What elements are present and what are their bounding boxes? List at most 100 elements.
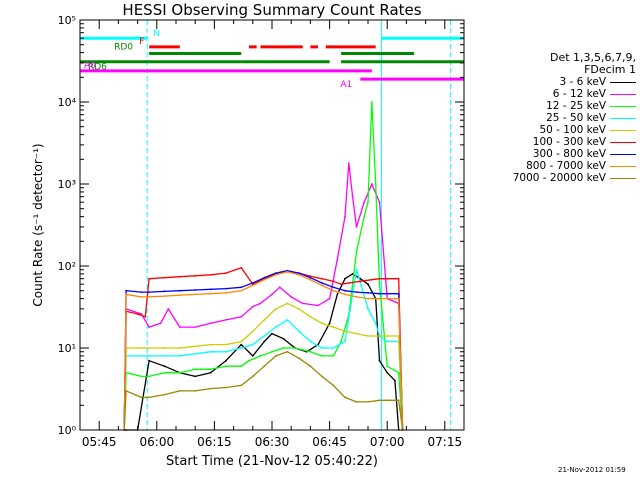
data-point (163, 365, 166, 368)
series-line (123, 269, 404, 431)
data-point (140, 355, 143, 357)
data-point (178, 347, 181, 349)
data-point (274, 308, 277, 310)
data-point (163, 355, 166, 357)
data-point (378, 335, 381, 337)
data-point (309, 315, 312, 318)
data-point (271, 293, 273, 296)
data-point (355, 268, 358, 271)
data-point (367, 283, 369, 286)
data-point (359, 280, 362, 283)
data-point (259, 302, 262, 305)
x-tick-label: 05:45 (82, 435, 117, 449)
data-point (240, 286, 243, 289)
data-point (240, 365, 243, 368)
data-point (298, 308, 300, 310)
data-point (163, 295, 166, 297)
data-point (225, 359, 227, 362)
data-point (378, 359, 381, 362)
data-point (274, 273, 277, 276)
data-point (240, 343, 243, 346)
series-line (123, 162, 404, 431)
data-point (386, 399, 389, 402)
data-point (332, 355, 335, 357)
data-point (263, 335, 266, 337)
legend-label: 7000 - 20000 keV (512, 172, 606, 184)
series-line (123, 351, 404, 431)
data-point (321, 277, 323, 280)
data-point (225, 292, 227, 294)
data-point (263, 365, 266, 368)
series-group (123, 350, 404, 431)
data-point (298, 330, 300, 333)
data-point (370, 278, 373, 281)
data-point (397, 292, 400, 295)
data-point (355, 250, 358, 253)
data-point (370, 101, 373, 103)
legend-item: 800 - 7000 keV (468, 160, 636, 172)
data-point (363, 215, 366, 218)
data-point (240, 266, 243, 269)
x-tick-label: 07:15 (428, 435, 463, 449)
series-group (123, 270, 404, 431)
legend-swatch (610, 117, 636, 119)
data-point (194, 368, 197, 371)
data-point (148, 277, 151, 280)
y-tick-label: 10⁴ (58, 96, 77, 109)
data-point (386, 277, 389, 280)
data-point (148, 355, 151, 357)
data-point (355, 296, 358, 298)
data-point (378, 283, 381, 286)
data-point (332, 384, 335, 387)
data-point (163, 347, 166, 349)
legend-label: 50 - 100 keV (539, 124, 606, 136)
data-point (251, 375, 254, 378)
series-group (123, 101, 404, 431)
data-point (263, 276, 266, 279)
legend-swatch (610, 153, 636, 155)
data-point (225, 365, 227, 368)
legend-label: 25 - 50 keV (546, 112, 606, 124)
data-point (386, 340, 389, 343)
data-point (309, 340, 312, 343)
flag-bar: RD0 (114, 43, 415, 56)
data-point (374, 322, 377, 325)
legend: Det 1,3,5,6,7,9, FDecim 1 3 - 6 keV 6 - … (468, 52, 636, 184)
legend-swatch (610, 105, 636, 107)
data-point (178, 390, 181, 392)
data-point (251, 284, 254, 287)
flag-label: RD0 (114, 43, 133, 53)
data-point (301, 302, 304, 305)
data-point (167, 308, 170, 310)
data-point (386, 371, 389, 374)
data-point (225, 272, 227, 274)
legend-swatch (610, 93, 636, 95)
data-point (178, 371, 181, 374)
data-point (332, 286, 335, 289)
legend-swatch (610, 141, 636, 143)
data-point (332, 280, 335, 283)
data-point (125, 293, 127, 296)
data-point (148, 375, 151, 378)
data-point (370, 183, 373, 185)
data-point (321, 375, 323, 378)
data-point (194, 293, 197, 296)
timestamp: 21-Nov-2012 01:59 (558, 466, 626, 474)
data-point (298, 272, 300, 274)
data-point (140, 291, 143, 293)
data-point (148, 296, 151, 298)
legend-label: 6 - 12 keV (552, 88, 606, 100)
flag-bar: N (80, 29, 464, 40)
data-point (140, 313, 143, 315)
data-point (355, 332, 358, 335)
y-tick-label: 10³ (58, 178, 76, 191)
data-point (194, 375, 197, 378)
x-tick-label: 07:00 (370, 435, 405, 449)
data-point (328, 322, 331, 325)
series-group (123, 269, 404, 431)
data-point (144, 315, 147, 318)
data-point (378, 292, 381, 295)
legend-item: 7000 - 20000 keV (468, 172, 636, 184)
data-point (136, 313, 139, 315)
chart-title: HESSI Observing Summary Count Rates (122, 1, 422, 19)
